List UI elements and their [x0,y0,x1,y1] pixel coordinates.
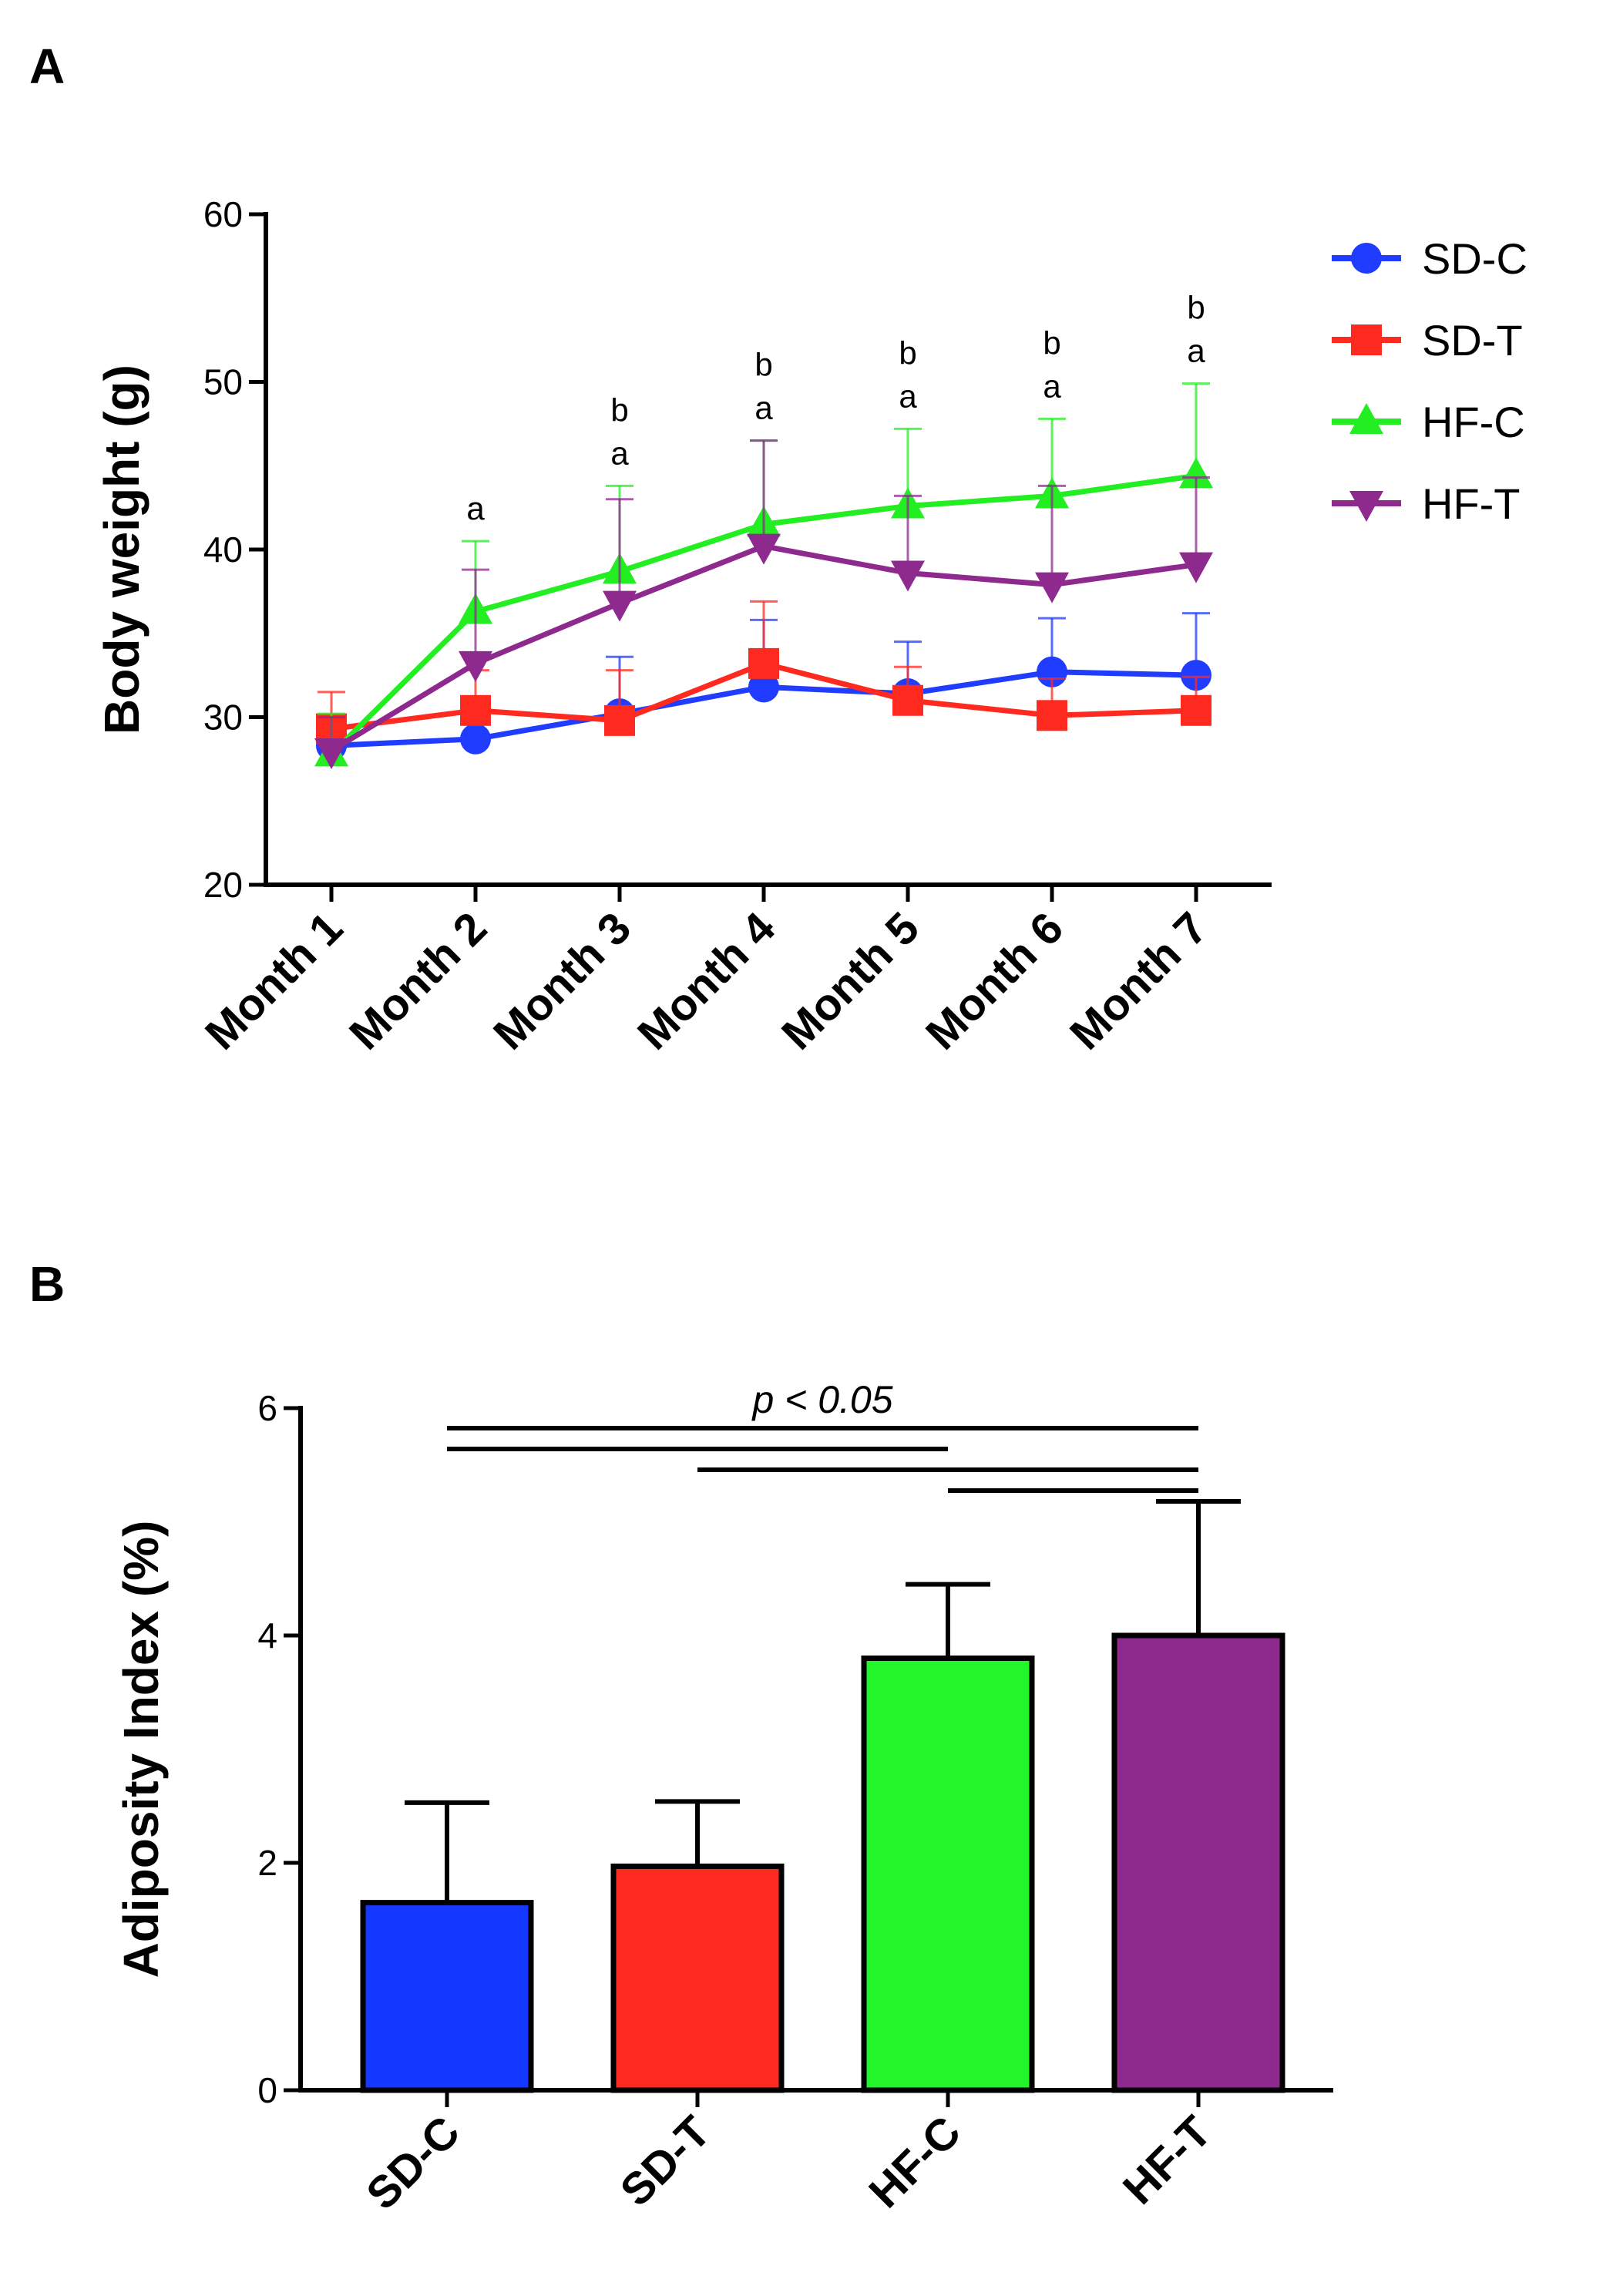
bar-sd-t [610,1863,785,2093]
series-sd-t [316,600,1211,745]
data-point [748,647,779,679]
data-point [892,684,923,716]
significance-letter: a [754,390,773,426]
bar-sd-c [360,1900,534,2093]
y-tick-label: 60 [203,194,243,234]
data-point [460,694,491,726]
significance-letter: a [466,490,485,526]
legend-marker [1349,491,1383,522]
data-point [1037,700,1067,731]
y-tick-label: 4 [257,1615,277,1656]
significance-brackets [447,1426,1198,1493]
x-tick-label: Month 6 [916,903,1073,1059]
data-point [314,738,348,769]
x-tick-label: Month 3 [484,903,640,1059]
legend: SD-C SD-T HF-C HF-T [1332,234,1527,528]
significance-letter: b [610,392,628,428]
legend-label: HF-T [1422,479,1521,528]
series-hf-t [314,439,1213,769]
data-point [604,704,635,736]
data-point [747,533,781,565]
y-tick-label: 20 [203,865,243,905]
data-point [1035,572,1069,603]
y-tick-label: 30 [203,698,243,738]
x-tick-label: Month 1 [196,903,352,1059]
x-tick-label: Month 7 [1060,903,1217,1059]
data-point [460,723,491,755]
y-tick-label: 50 [203,362,243,402]
bar-hf-c [861,1656,1035,2093]
significance-letter: a [899,378,917,414]
legend-label: SD-C [1422,234,1527,283]
significance-letter: b [1187,290,1205,326]
x-tick-label: HF-C [859,2106,970,2217]
legend-marker [1351,324,1382,355]
legend-item-hf-t: HF-T [1332,479,1521,528]
legend-item-sd-t: SD-T [1332,316,1523,365]
data-point [1179,457,1213,489]
legend-marker [1349,403,1383,434]
data-point [1181,660,1211,691]
panel-a-label: A [29,39,65,94]
significance-letter: b [1043,324,1060,361]
x-tick-label: Month 4 [628,903,785,1059]
significance-letter: b [899,334,916,371]
significance-letter: a [610,435,629,471]
x-tick-label: HF-T [1114,2106,1221,2214]
data-point [891,560,925,592]
y-axis-title: Adiposity Index (%) [113,1521,169,1978]
x-tick-label: SD-T [611,2106,721,2216]
legend-item-sd-c: SD-C [1332,234,1527,283]
panel-b-label: B [29,1256,65,1312]
y-tick-label: 0 [257,2070,277,2110]
data-point [603,590,637,622]
y-tick-label: 2 [257,1843,277,1883]
significance-letter: a [1043,368,1061,404]
x-tick-label: SD-C [357,2106,469,2219]
significance-letter: a [1187,333,1205,369]
y-axis-title: Body weight (g) [94,365,150,735]
data-point [1179,552,1213,583]
legend-item-hf-c: HF-C [1332,398,1525,446]
bar-hf-t [1111,1632,1285,2093]
data-point [1181,694,1211,726]
p-value-label: p < 0.05 [751,1378,892,1421]
y-tick-label: 40 [203,529,243,570]
adiposity-index-chart: 0 2 4 6 Adiposity Index (%) SD-C SD-T HF-C HF-T p… [113,1378,1333,2219]
legend-label: SD-T [1422,316,1523,365]
x-tick-label: Month 2 [340,903,496,1059]
legend-label: HF-C [1422,398,1525,446]
y-tick-label: 6 [257,1388,277,1428]
data-point [748,671,779,703]
significance-letter: b [754,347,772,383]
legend-marker [1351,243,1382,274]
x-tick-label: Month 5 [772,903,929,1059]
data-point [459,650,492,682]
